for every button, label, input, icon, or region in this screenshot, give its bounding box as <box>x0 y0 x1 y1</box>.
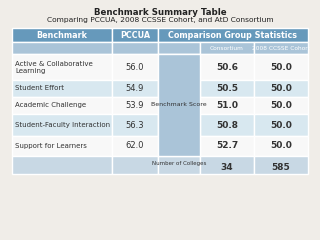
Bar <box>254 80 308 97</box>
Text: Benchmark: Benchmark <box>36 30 87 40</box>
Bar <box>12 42 112 54</box>
Bar <box>200 114 254 136</box>
Bar <box>158 28 308 42</box>
Text: PCCUA: PCCUA <box>120 30 150 40</box>
Bar <box>12 136 112 156</box>
Bar <box>254 54 308 80</box>
Text: 51.0: 51.0 <box>216 101 238 110</box>
Bar <box>158 97 200 114</box>
Text: 54.9: 54.9 <box>126 84 144 93</box>
Bar <box>12 97 112 114</box>
Bar <box>112 42 158 54</box>
Text: Comparison Group Statistics: Comparison Group Statistics <box>169 30 298 40</box>
Bar <box>200 136 254 156</box>
Bar <box>158 54 200 80</box>
Text: Active & Collaborative
Learning: Active & Collaborative Learning <box>15 60 93 73</box>
Bar <box>200 80 254 97</box>
Text: 50.0: 50.0 <box>270 62 292 72</box>
Text: Student Effort: Student Effort <box>15 85 64 91</box>
Bar <box>200 54 254 80</box>
Text: Consortium: Consortium <box>210 46 244 50</box>
Text: Comparing PCCUA, 2008 CCSSE Cohort, and AtD Consortium: Comparing PCCUA, 2008 CCSSE Cohort, and … <box>47 17 273 23</box>
Bar <box>200 156 254 174</box>
Bar <box>12 156 112 174</box>
Text: 52.7: 52.7 <box>216 142 238 150</box>
Bar <box>12 80 112 97</box>
Text: 50.6: 50.6 <box>216 62 238 72</box>
Bar <box>12 54 112 80</box>
Bar <box>158 114 200 136</box>
Text: 56.3: 56.3 <box>126 120 144 130</box>
Bar <box>158 42 200 54</box>
Bar <box>158 156 200 174</box>
Text: 50.5: 50.5 <box>216 84 238 93</box>
Bar <box>200 97 254 114</box>
Text: 34: 34 <box>221 163 233 173</box>
Bar <box>254 42 308 54</box>
Text: 56.0: 56.0 <box>126 62 144 72</box>
Text: 50.0: 50.0 <box>270 120 292 130</box>
Bar <box>112 28 158 42</box>
Text: 2008 CCSSE Cohort: 2008 CCSSE Cohort <box>252 46 310 50</box>
Bar <box>158 136 200 156</box>
Text: Student-Faculty Interaction: Student-Faculty Interaction <box>15 122 110 128</box>
Bar <box>254 156 308 174</box>
Bar <box>158 80 200 97</box>
Bar <box>158 54 200 156</box>
Bar <box>254 114 308 136</box>
Text: 62.0: 62.0 <box>126 142 144 150</box>
Text: Benchmark Summary Table: Benchmark Summary Table <box>94 8 226 17</box>
Bar <box>12 114 112 136</box>
Text: Number of Colleges: Number of Colleges <box>152 161 206 166</box>
Text: 585: 585 <box>272 163 290 173</box>
Text: Support for Learners: Support for Learners <box>15 143 87 149</box>
Bar <box>200 42 254 54</box>
Bar <box>112 136 158 156</box>
Text: 53.9: 53.9 <box>126 101 144 110</box>
Bar <box>12 28 112 42</box>
Text: 50.0: 50.0 <box>270 142 292 150</box>
Bar <box>112 156 158 174</box>
Text: 50.8: 50.8 <box>216 120 238 130</box>
Bar <box>112 114 158 136</box>
Text: Academic Challenge: Academic Challenge <box>15 102 86 108</box>
Bar <box>112 54 158 80</box>
Text: 50.0: 50.0 <box>270 84 292 93</box>
Bar <box>254 97 308 114</box>
Text: Benchmark Score: Benchmark Score <box>151 102 207 108</box>
Bar <box>112 80 158 97</box>
Bar <box>112 97 158 114</box>
Bar <box>254 136 308 156</box>
Text: 50.0: 50.0 <box>270 101 292 110</box>
